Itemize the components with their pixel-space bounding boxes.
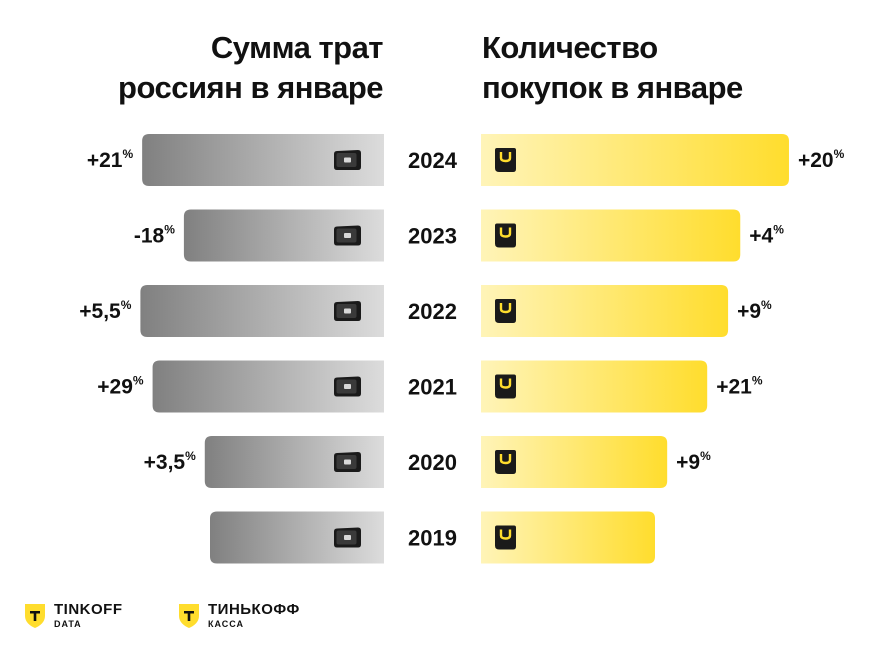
purchases-bar-2022 — [481, 285, 729, 337]
tinkoff-shield-icon — [25, 603, 45, 628]
purchases-bar-2023 — [481, 209, 741, 262]
purchases-bar-2020 — [481, 436, 668, 488]
wallet-icon — [334, 225, 361, 246]
year-label-2019: 2019 — [408, 526, 457, 551]
year-label-2022: 2022 — [408, 299, 457, 324]
purchases-change-label: +9% — [676, 449, 711, 474]
tinkoff-data-logo: TINKOFF DATA — [24, 602, 123, 629]
tinkoff-shield-icon — [179, 603, 199, 628]
purchases-title-line-1: Количество — [482, 30, 658, 65]
year-label-2023: 2023 — [408, 224, 457, 249]
shopping-bag-icon — [495, 223, 516, 248]
tinkoff-kassa-logo: ТИНЬКОФФ КАССА — [178, 602, 300, 629]
shopping-bag-icon — [495, 148, 516, 172]
wallet-icon — [334, 301, 361, 321]
purchases-change-label: +20% — [798, 147, 845, 172]
year-label-2021: 2021 — [408, 375, 457, 400]
spending-chart-title: Сумма трат россиян в январе — [118, 28, 383, 108]
spending-change-label: +29% — [97, 374, 144, 399]
purchases-bar-2019 — [481, 511, 655, 564]
shopping-bag-icon — [495, 374, 516, 399]
wallet-icon — [334, 150, 361, 170]
spending-bar-2023 — [183, 209, 384, 262]
tinkoff-kassa-sub: КАССА — [208, 619, 245, 629]
spending-bar-2020 — [204, 436, 384, 488]
spending-change-label: +5,5% — [79, 298, 131, 323]
spending-title-line-1: Сумма трат — [210, 30, 384, 65]
year-label-2024: 2024 — [408, 148, 458, 173]
tinkoff-data-sub: DATA — [54, 619, 82, 629]
tinkoff-data-name: TINKOFF — [54, 601, 123, 618]
spending-change-label: -18% — [134, 223, 175, 248]
purchases-change-label: +4% — [749, 223, 784, 248]
wallet-icon — [334, 527, 361, 548]
spending-bar-2024 — [142, 134, 384, 186]
spending-change-label: +21% — [87, 147, 134, 172]
shopping-bag-icon — [495, 450, 516, 474]
shopping-bag-icon — [495, 299, 516, 323]
spending-title-line-2: россиян в январе — [118, 70, 383, 105]
purchases-bar-2021 — [481, 360, 708, 413]
purchases-change-label: +21% — [716, 374, 763, 399]
spending-bar-2019 — [210, 511, 384, 564]
tinkoff-kassa-name: ТИНЬКОФФ — [208, 601, 300, 618]
purchases-change-label: +9% — [737, 298, 772, 323]
purchases-bar-2024 — [481, 134, 789, 186]
wallet-icon — [334, 452, 361, 472]
purchases-chart-title: Количество покупок в январе — [482, 28, 743, 108]
spending-change-label: +3,5% — [144, 449, 196, 474]
purchases-title-line-2: покупок в январе — [482, 70, 743, 105]
spending-bar-2022 — [140, 285, 384, 337]
spending-bar-2021 — [152, 360, 384, 413]
butterfly-bar-chart: +21% 2024 +20% -18% 2023 +4% +5,5% 2022 +9% +29% 2… — [79, 134, 845, 564]
shopping-bag-icon — [495, 525, 516, 550]
year-label-2020: 2020 — [408, 450, 457, 475]
wallet-icon — [334, 376, 361, 397]
